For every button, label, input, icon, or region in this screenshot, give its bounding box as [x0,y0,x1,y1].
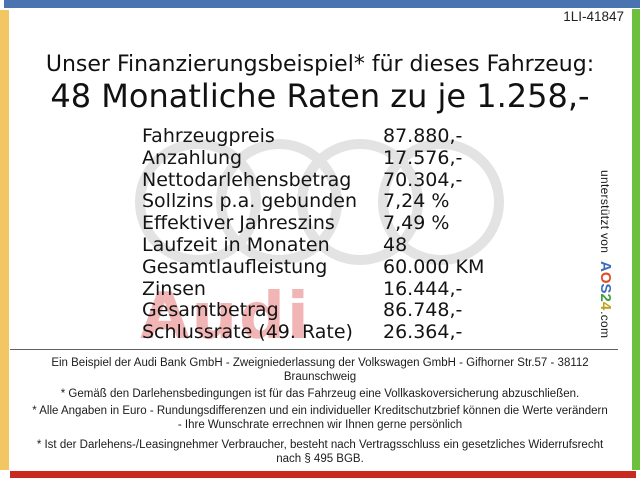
audi-wordmark-watermark: Audi [140,280,311,354]
table-row: Gesamtlaufleistung 60.000 KM [142,255,485,279]
row-label: Zinsen [142,277,206,300]
row-value: 70.304,- [383,168,463,191]
row-value: 48 [383,233,408,256]
footer-insurance-note: * Gemäß den Darlehensbedingungen ist für… [60,388,580,400]
monthly-rate-headline: 48 Monatliche Raten zu je 1.258,- [50,77,590,115]
row-label: Fahrzeugpreis [142,125,275,147]
row-label: Sollzins p.a. gebunden [142,190,357,213]
row-label: Schlussrate (49. Rate) [142,321,353,344]
table-row: Nettodarlehensbetrag 70.304,- [142,168,484,192]
table-row: Laufzeit in Monaten 48 [142,233,484,257]
table-row: Gesamtbetrag 86.748,- [142,300,484,322]
row-value: 7,49 % [383,212,450,235]
aos24-letter: 2 [597,293,614,302]
vehicle-reference-number: 1LI-41847 [563,9,624,24]
aos24-logo: AOS24 [597,261,614,310]
finance-table: Fahrzeugpreis 87.880,- Anzahlung 17.576,… [142,125,485,344]
row-label: Anzahlung [142,146,243,169]
row-label: Nettodarlehensbetrag [142,168,352,191]
row-value: 7,24 % [383,190,450,213]
frame-border-bottom [10,471,636,478]
legal-footer: Ein Beispiel der Audi Bank GmbH - Zweign… [30,356,610,469]
aos24-letter: 4 [597,301,614,311]
footer-divider [10,349,618,350]
side-branding-suffix: .com [598,311,612,339]
row-value: 16.444,- [383,277,463,300]
table-row: Anzahlung 17.576,- [142,146,484,170]
row-label: Gesamtbetrag [142,299,279,322]
table-row: Fahrzeugpreis 87.880,- [142,125,484,148]
aos24-letter: S [597,283,614,294]
aos24-letter: O [597,271,614,284]
frame-border-right [632,9,640,470]
table-row: Sollzins p.a. gebunden 7,24 % [142,191,484,213]
side-branding: unterstützt von AOS24.com [597,170,614,338]
row-label: Laufzeit in Monaten [142,233,330,256]
table-row: Zinsen 16.444,- [142,277,484,301]
row-label: Effektiver Jahreszins [142,212,335,235]
frame-border-top [4,0,640,8]
footer-withdrawal-note: * Ist der Darlehens-/Leasingnehmer Verbr… [36,439,604,465]
row-value: 17.576,- [383,146,463,169]
page-title: Unser Finanzierungsbeispiel* für dieses … [45,52,595,77]
row-value: 86.748,- [383,299,463,322]
row-value: 87.880,- [383,125,463,147]
row-value: 26.364,- [383,321,463,344]
row-label: Gesamtlaufleistung [142,255,328,278]
aos24-letter: A [597,260,614,272]
footer-bank-info: Ein Beispiel der Audi Bank GmbH - Zweign… [51,357,589,383]
side-branding-prefix: unterstützt von [598,170,612,257]
audi-rings-watermark-icon [135,139,504,265]
row-value: 60.000 KM [383,255,485,278]
table-row: Schlussrate (49. Rate) 26.364,- [142,321,484,344]
footer-euro-note: * Alle Angaben in Euro - Rundungsdiffere… [32,405,608,431]
table-row: Effektiver Jahreszins 7,49 % [142,212,484,235]
frame-border-left [0,10,9,470]
